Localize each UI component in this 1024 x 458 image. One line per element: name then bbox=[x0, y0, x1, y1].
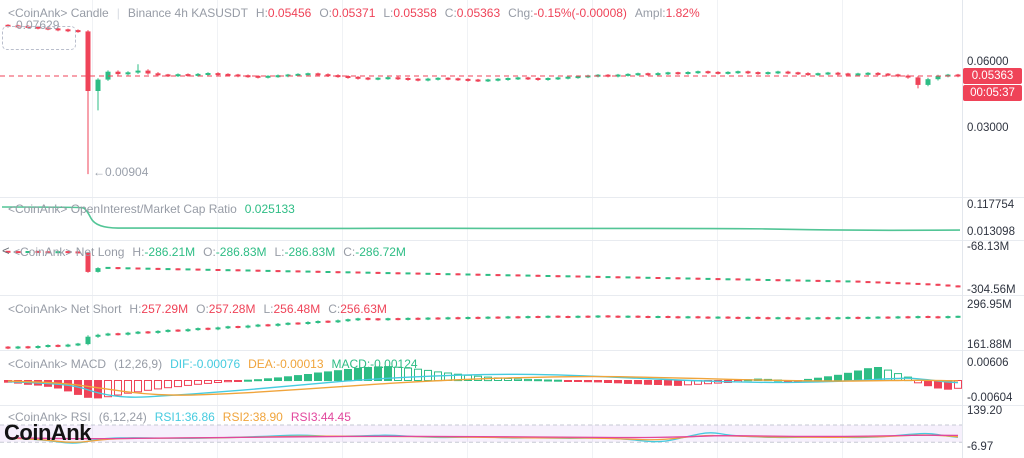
panel-separator bbox=[0, 240, 1024, 241]
header-segment: RSI3:44.45 bbox=[290, 410, 351, 424]
panel-separator bbox=[0, 295, 1024, 296]
macd-panel-header: <CoinAnk> MACD (12,26,9) DIF:-0.00076 DEA:-… bbox=[8, 357, 418, 371]
header-segment: <CoinAnk> OpenInterest/Market Cap Ratio bbox=[8, 202, 237, 216]
header-segment: DEA:-0.00013 bbox=[248, 357, 324, 371]
header-segment: H: -286.21M bbox=[132, 245, 196, 259]
axis-tick-label: -304.56M bbox=[967, 284, 1016, 296]
header-segment: H: 0.05456 bbox=[255, 6, 312, 20]
candle-panel-header: <CoinAnk> Candle | Binance 4h KASUSDT H: 0.0… bbox=[8, 6, 700, 20]
axis-tick-label: 0.117754 bbox=[967, 199, 1015, 211]
header-segment: O: 257.28M bbox=[196, 302, 256, 316]
axis-tick-label: 0.00606 bbox=[967, 357, 1009, 369]
header-segment: DIF:-0.00076 bbox=[170, 357, 241, 371]
panel-separator bbox=[0, 350, 1024, 351]
header-segment: L: -286.83M bbox=[274, 245, 336, 259]
axis-tick-label: 296.95M bbox=[967, 299, 1012, 311]
header-segment: RSI2:38.90 bbox=[222, 410, 283, 424]
gridline bbox=[217, 0, 218, 458]
gridline bbox=[92, 0, 93, 458]
axis-tick-label: -0.00604 bbox=[967, 392, 1013, 404]
axis-tick-label: -6.97 bbox=[967, 441, 994, 453]
header-segment: C: 256.63M bbox=[328, 302, 387, 316]
coinank-logo: CoinAnk bbox=[4, 420, 91, 445]
header-segment: C: -286.72M bbox=[343, 245, 406, 259]
high-price-label: 0.07629 bbox=[16, 18, 60, 32]
netshort-panel-header: <CoinAnk> Net Short H: 257.29M O: 257.28M L: 2… bbox=[8, 302, 387, 316]
header-segment: O: 0.05371 bbox=[319, 6, 376, 20]
selection-box bbox=[2, 26, 76, 50]
header-segment: (6,12,24) bbox=[98, 410, 147, 424]
header-segment: <CoinAnk> RSI bbox=[8, 410, 91, 424]
header-segment: <CoinAnk> MACD bbox=[8, 357, 107, 371]
gridline bbox=[842, 0, 843, 458]
header-segment: L: 0.05358 bbox=[383, 6, 437, 20]
axis-tick-label: 0.03000 bbox=[967, 122, 1009, 134]
header-segment: L: 256.48M bbox=[263, 302, 321, 316]
netlong-panel-header: <CoinAnk> Net Long H: -286.21M O: -286.83M L:… bbox=[13, 245, 406, 259]
header-segment: MACD:-0.00124 bbox=[331, 357, 418, 371]
panel-separator bbox=[0, 197, 1024, 198]
collapse-arrow-icon[interactable]: < bbox=[2, 243, 10, 258]
rsi-panel-header: <CoinAnk> RSI (6,12,24) RSI1:36.86 RSI2:38.… bbox=[8, 410, 351, 424]
current-price-badge: 0.05363 bbox=[963, 68, 1022, 84]
oi-panel-header: <CoinAnk> OpenInterest/Market Cap Ratio 0… bbox=[8, 202, 295, 216]
header-segment: O: -286.83M bbox=[203, 245, 267, 259]
header-segment: <CoinAnk> Candle bbox=[8, 6, 109, 20]
axis-tick-label: -68.13M bbox=[967, 241, 1010, 253]
header-segment: | bbox=[116, 6, 120, 20]
header-segment: (12,26,9) bbox=[114, 357, 163, 371]
panel-separator bbox=[0, 405, 1024, 406]
header-segment: Chg: -0.15%(-0.00008) bbox=[508, 6, 627, 20]
header-segment: Ampl: 1.82% bbox=[634, 6, 700, 20]
countdown-badge: 00:05:37 bbox=[963, 85, 1022, 101]
axis-tick-label: 0.06000 bbox=[967, 56, 1009, 68]
header-segment: H: 257.29M bbox=[129, 302, 189, 316]
header-segment: <CoinAnk> Net Short bbox=[8, 302, 122, 316]
header-segment: 0.025133 bbox=[244, 202, 295, 216]
axis-tick-label: 161.88M bbox=[967, 339, 1012, 351]
header-segment: RSI1:36.86 bbox=[154, 410, 215, 424]
header-segment: Binance 4h KASUSDT bbox=[127, 6, 248, 20]
price-axis-border bbox=[962, 0, 963, 458]
low-price-label: ←0.00904 bbox=[93, 165, 149, 179]
header-segment: C: 0.05363 bbox=[444, 6, 501, 20]
axis-tick-label: 139.20 bbox=[967, 405, 1003, 417]
header-segment: <CoinAnk> Net Long bbox=[13, 245, 125, 259]
axis-tick-label: 0.013098 bbox=[967, 226, 1015, 238]
